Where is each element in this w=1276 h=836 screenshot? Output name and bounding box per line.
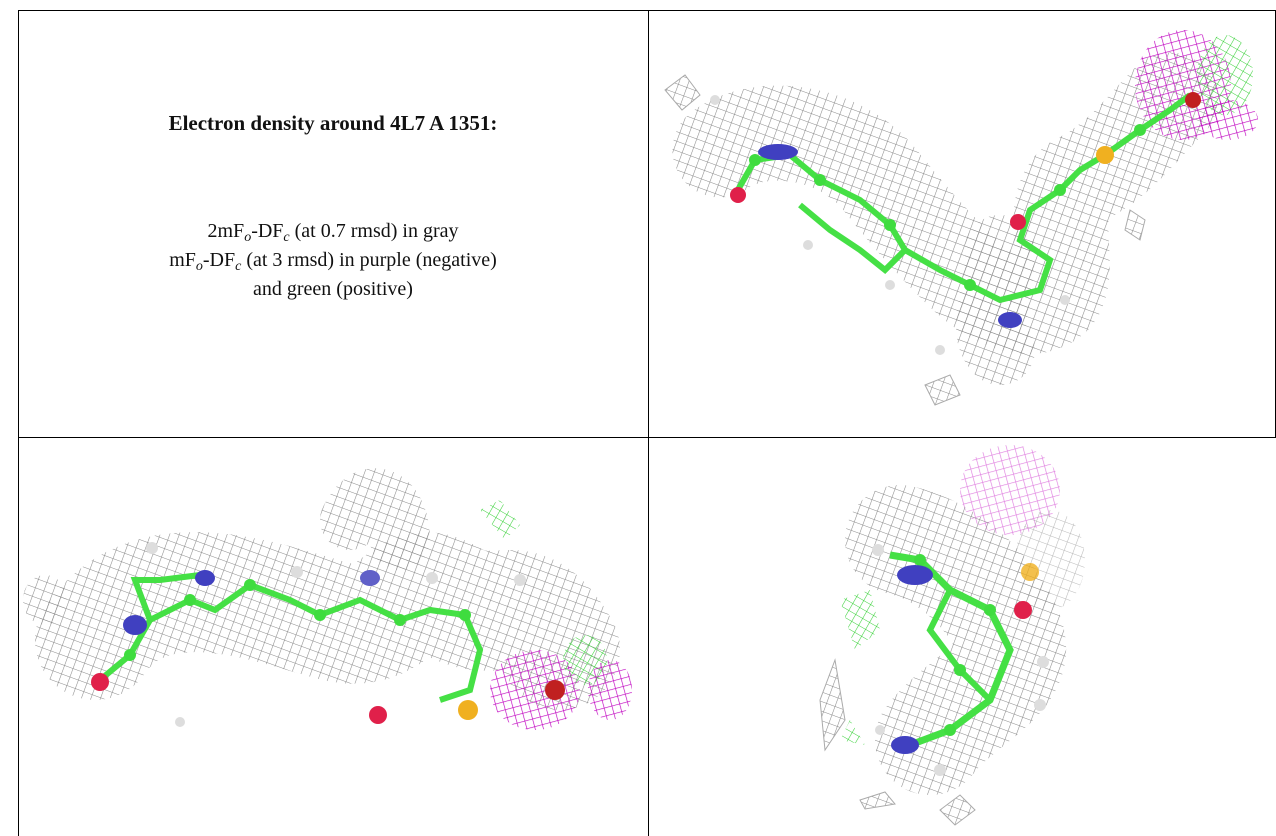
text-run: (at 0.7 rmsd) in gray <box>289 220 459 242</box>
text-run: -DF <box>251 220 284 242</box>
text-run: (at 3 rmsd) in purple (negative) <box>241 249 497 271</box>
text-run: mF <box>169 249 196 271</box>
caption-line: mFo-DFc (at 3 rmsd) in purple (negative) <box>19 246 647 275</box>
text-run: -DF <box>202 249 236 271</box>
subscript: o <box>244 230 252 245</box>
caption-line: and green (positive) <box>19 275 647 304</box>
caption-title: Electron density around 4L7 A 1351: <box>168 111 498 135</box>
subscript: c <box>283 230 290 245</box>
density-view-1 <box>664 30 1258 406</box>
text-run: and green (positive) <box>253 278 413 300</box>
subscript: o <box>195 259 203 274</box>
text-run: 2mF <box>207 220 245 242</box>
caption-cell: Electron density around 4L7 A 1351: 2mFo… <box>19 11 647 436</box>
density-view-2 <box>23 468 632 730</box>
density-view-3 <box>819 445 1085 826</box>
subscript: c <box>235 259 242 274</box>
caption-line: 2mFo-DFc (at 0.7 rmsd) in gray <box>19 217 647 246</box>
caption-lines: 2mFo-DFc (at 0.7 rmsd) in gray mFo-DFc (a… <box>19 217 647 304</box>
